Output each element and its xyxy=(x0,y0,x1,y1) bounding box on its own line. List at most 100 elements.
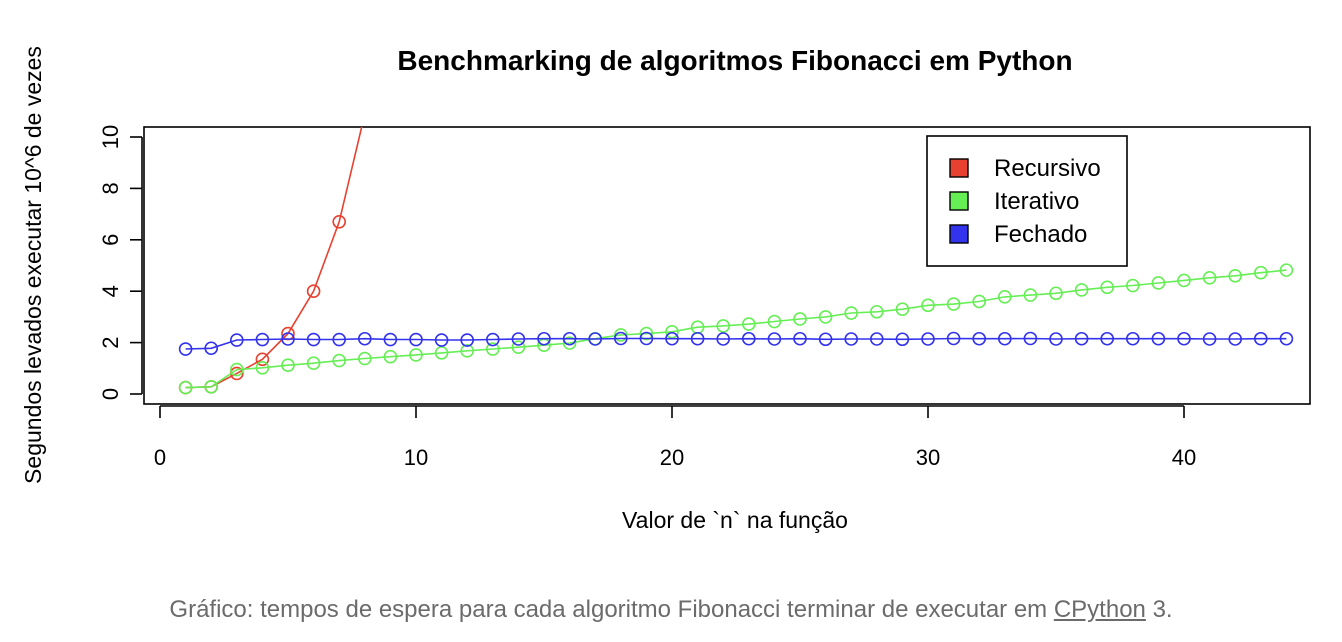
data-point xyxy=(869,304,884,319)
legend-swatch xyxy=(949,158,969,178)
data-point xyxy=(1100,331,1114,346)
data-point xyxy=(409,348,423,362)
data-point xyxy=(537,331,551,346)
series-layer xyxy=(178,108,1294,395)
data-point xyxy=(639,331,654,346)
data-point xyxy=(1126,331,1140,346)
data-point xyxy=(741,317,756,331)
legend-label: Recursivo xyxy=(994,155,1101,182)
series-iterativo xyxy=(178,263,1294,395)
data-point xyxy=(255,332,270,347)
legend-label: Iterativo xyxy=(994,188,1079,215)
x-axis-label: Valor de `n` na função xyxy=(622,507,848,533)
data-point xyxy=(332,353,347,368)
data-point xyxy=(281,332,295,346)
data-point xyxy=(716,319,731,333)
data-point xyxy=(255,360,270,375)
data-point xyxy=(793,331,807,346)
data-point xyxy=(562,331,577,346)
data-point xyxy=(972,294,987,309)
caption-suffix: 3. xyxy=(1145,596,1173,623)
y-tick-label: 8 xyxy=(98,182,123,194)
data-point xyxy=(997,331,1012,346)
data-point xyxy=(1202,332,1217,346)
data-point xyxy=(690,331,705,346)
x-tick-label: 40 xyxy=(1172,445,1196,470)
data-point xyxy=(1049,332,1063,346)
data-point xyxy=(1049,286,1063,301)
legend-swatch xyxy=(949,191,969,211)
data-point xyxy=(460,344,475,358)
y-tick-label: 2 xyxy=(98,336,123,348)
series-line-recursivo xyxy=(185,127,363,389)
data-point xyxy=(332,215,347,229)
legend-label: Fechado xyxy=(994,221,1087,248)
data-point xyxy=(306,284,321,299)
data-point xyxy=(204,341,218,356)
data-point xyxy=(665,331,679,346)
data-point xyxy=(818,332,833,347)
data-point xyxy=(741,331,756,346)
data-point xyxy=(844,306,859,320)
y-tick-label: 4 xyxy=(98,285,123,297)
data-point xyxy=(359,108,371,120)
data-point xyxy=(383,349,398,364)
data-point xyxy=(511,332,526,346)
data-point xyxy=(1151,276,1166,290)
data-point xyxy=(306,332,321,347)
data-point xyxy=(1151,331,1166,346)
series-line-fechado xyxy=(185,337,1287,350)
data-point xyxy=(767,332,782,346)
series-recursivo xyxy=(178,108,371,395)
data-point xyxy=(230,362,244,377)
y-tick-label: 0 xyxy=(98,388,123,400)
data-point xyxy=(997,290,1012,304)
data-point xyxy=(665,325,679,339)
data-point xyxy=(1100,280,1114,295)
data-point xyxy=(1074,331,1089,346)
data-point xyxy=(1279,331,1294,346)
data-point xyxy=(613,331,628,346)
data-point xyxy=(178,342,193,356)
data-point xyxy=(1254,265,1268,280)
data-point xyxy=(844,332,859,346)
figure-caption: Gráfico: tempos de espera para cada algo… xyxy=(0,596,1342,624)
y-tick-label: 10 xyxy=(98,125,123,149)
x-tick-label: 10 xyxy=(404,445,428,470)
data-point xyxy=(895,332,910,347)
data-point xyxy=(972,331,987,346)
cpython-link[interactable]: CPython xyxy=(1053,596,1146,623)
data-point xyxy=(793,312,807,326)
data-point xyxy=(409,332,423,347)
data-point xyxy=(1023,331,1038,346)
data-point xyxy=(178,380,193,395)
data-point xyxy=(357,331,372,346)
data-point xyxy=(255,352,270,367)
y-axis-label: Segundos levados executar 10^6 de vezes xyxy=(20,46,46,484)
data-point xyxy=(946,297,961,311)
data-point xyxy=(511,340,526,355)
data-point xyxy=(921,332,935,346)
legend-swatch xyxy=(949,224,969,244)
data-point xyxy=(383,332,398,347)
data-point xyxy=(460,333,475,347)
data-point xyxy=(562,336,577,350)
data-point xyxy=(230,333,244,347)
data-point xyxy=(1074,283,1089,297)
fibonacci-benchmark-chart: Benchmarking de algoritmos Fibonacci em … xyxy=(20,45,1311,533)
data-point xyxy=(485,342,500,356)
x-tick-label: 0 xyxy=(154,445,166,470)
caption-text: Gráfico: tempos de espera para cada algo… xyxy=(169,596,1054,623)
data-point xyxy=(434,333,449,347)
data-point xyxy=(204,380,218,394)
data-point xyxy=(1177,331,1191,346)
data-point xyxy=(281,358,295,373)
data-point xyxy=(613,328,628,342)
data-point xyxy=(1202,271,1217,285)
legend: Recursivo Iterativo Fechado xyxy=(926,135,1128,267)
data-point xyxy=(921,298,935,313)
data-point xyxy=(1023,288,1038,302)
data-point xyxy=(946,331,961,346)
data-point xyxy=(1254,331,1268,346)
data-point xyxy=(818,310,833,324)
